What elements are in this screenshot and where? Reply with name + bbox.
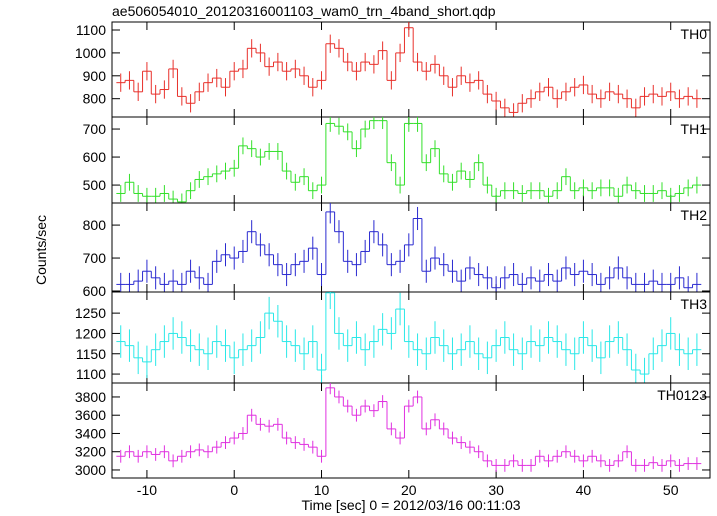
series — [116, 383, 702, 472]
panel: TH2 600 700 800 — [83, 202, 711, 299]
panel: TH0123 3000 3200 3400 3600 3800 -10 0 10 20 30 40 50 — [75, 382, 711, 498]
x-tick-label: -10 — [137, 482, 157, 498]
series — [116, 22, 702, 117]
panel-frame — [111, 382, 711, 479]
y-tick-label: 700 — [83, 250, 107, 266]
y-tick-label: 1000 — [75, 45, 106, 61]
panel-label: TH3 — [681, 296, 708, 312]
y-tick-label: 1100 — [76, 366, 106, 382]
y-tick-label: 1150 — [76, 346, 106, 362]
y-tick-label: 3000 — [75, 462, 106, 478]
y-tick-label: 3600 — [75, 407, 106, 423]
panel: TH1 500 600 700 — [83, 116, 711, 204]
x-tick-label: 30 — [488, 482, 504, 498]
panel-label: TH0 — [681, 26, 708, 42]
panel-frame — [111, 202, 711, 293]
panel-frame — [111, 116, 711, 204]
y-tick-label: 1200 — [75, 325, 106, 341]
y-tick-label: 3400 — [75, 425, 106, 441]
x-tick-label: 50 — [663, 482, 679, 498]
y-tick-label: 3800 — [75, 389, 106, 405]
x-tick-label: 20 — [401, 482, 417, 498]
y-axis-label: Counts/sec — [33, 215, 49, 285]
y-tick-label: 600 — [83, 149, 107, 165]
panel-label: TH1 — [681, 121, 708, 137]
y-tick-label: 1100 — [76, 22, 106, 38]
y-tick-label: 1250 — [75, 305, 106, 321]
x-axis-label: Time [sec] 0 = 2012/03/16 00:11:03 — [301, 497, 520, 513]
chart-title: ae506054010_20120316001103_wam0_trn_4ban… — [112, 3, 496, 19]
panel-label: TH2 — [681, 207, 708, 223]
y-tick-label: 600 — [83, 283, 107, 299]
panel-label: TH0123 — [657, 387, 707, 403]
series — [116, 203, 702, 292]
y-tick-label: 700 — [83, 121, 107, 137]
x-tick-label: 40 — [576, 482, 592, 498]
x-tick-label: 10 — [314, 482, 330, 498]
panel: TH0 800 900 1000 1100 — [75, 21, 711, 118]
panel: TH3 1100 1150 1200 1250 — [75, 291, 711, 384]
panel-frame — [111, 21, 711, 118]
y-tick-label: 800 — [83, 217, 107, 233]
y-tick-label: 800 — [83, 91, 107, 107]
y-tick-label: 3200 — [75, 444, 106, 460]
y-tick-label: 500 — [83, 177, 107, 193]
series — [116, 117, 702, 203]
y-tick-label: 900 — [83, 68, 107, 84]
series — [116, 292, 702, 383]
x-tick-label: 0 — [230, 482, 238, 498]
